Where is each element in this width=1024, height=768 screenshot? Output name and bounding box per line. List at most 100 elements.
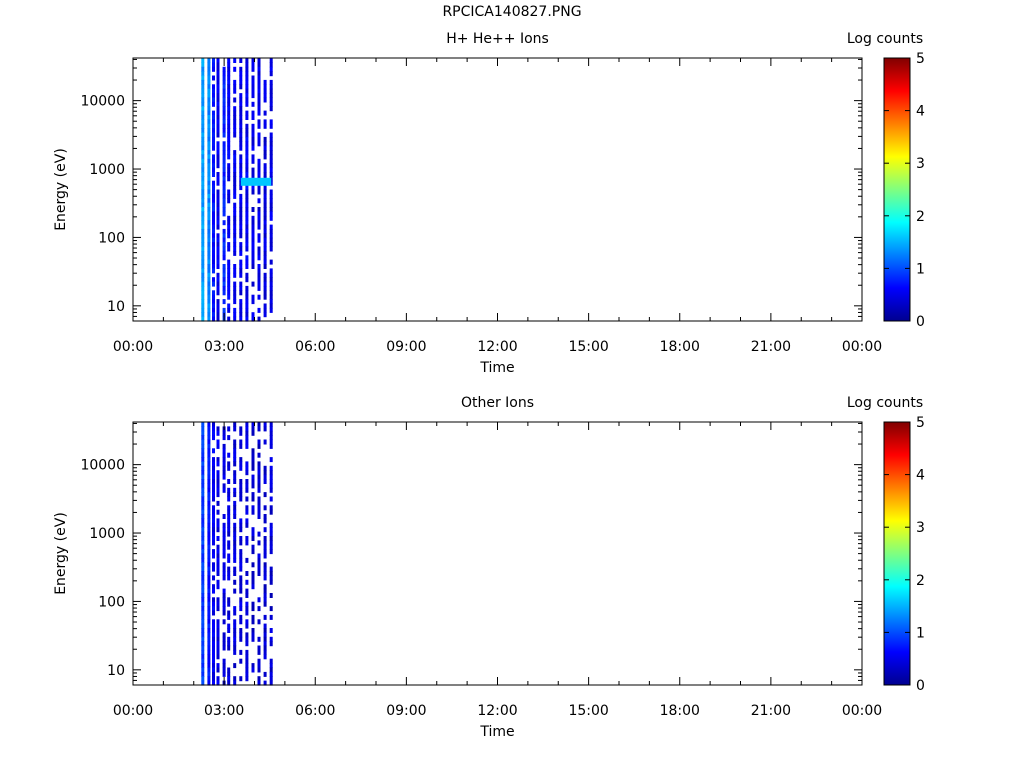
spectrogram-cell [207, 259, 211, 265]
spectrogram-cell [269, 163, 273, 169]
spectrogram-cell [239, 128, 243, 134]
spectrogram-cell [263, 614, 267, 620]
spectrogram-cell [251, 571, 255, 576]
spectrogram-cell [222, 84, 226, 90]
spectrogram-cell [207, 514, 211, 519]
spectrogram-cell [207, 79, 211, 85]
spectrogram-feature-band [240, 177, 272, 186]
spectrogram-cell [216, 237, 220, 243]
spectrogram-cell [263, 242, 267, 248]
spectrogram-cell [201, 198, 205, 204]
x-tick-label: 00:00 [113, 339, 153, 355]
spectrogram-cell [201, 84, 205, 90]
spectrogram-data [201, 422, 273, 686]
spectrogram-cell [216, 285, 220, 291]
spectrogram-cell [216, 193, 220, 199]
spectrogram-cell [245, 536, 249, 541]
spectrogram-cell [245, 224, 249, 230]
spectrogram-cell [269, 549, 273, 555]
spectrogram-cell [212, 663, 215, 669]
spectrogram-cell [233, 553, 237, 559]
spectrogram-cell [207, 566, 211, 572]
spectrogram-cell [201, 141, 205, 147]
spectrogram-cell [239, 584, 243, 590]
spectrogram-cell [245, 294, 249, 300]
spectrogram-cell [263, 110, 267, 116]
spectrogram-cell [245, 66, 249, 72]
spectrogram-cell [251, 62, 255, 68]
spectrogram-cell [269, 606, 273, 612]
spectrogram-cell [207, 452, 211, 458]
spectrogram-cell [233, 272, 237, 278]
spectrogram-cell [245, 312, 249, 318]
spectrogram-cell [207, 426, 211, 432]
spectrogram-cell [207, 141, 211, 147]
spectrogram-cell [269, 680, 273, 686]
spectrogram-cell [212, 119, 215, 125]
spectrogram-cell [216, 220, 220, 226]
spectrogram-cell [207, 496, 211, 502]
spectrogram-cell [222, 75, 226, 81]
spectrogram-cell [263, 636, 267, 642]
spectrogram-cell [245, 649, 249, 655]
spectrogram-cell [201, 66, 205, 72]
spectrogram-cell [257, 250, 261, 256]
spectrogram-cell [251, 527, 255, 533]
spectrogram-cell [233, 246, 237, 252]
spectrogram-cell [227, 259, 231, 265]
spectrogram-cell [201, 492, 205, 498]
spectrogram-cell [227, 571, 231, 576]
spectrogram-cell [245, 220, 249, 226]
spectrogram-cell [207, 264, 211, 269]
spectrogram-cell [201, 189, 205, 195]
spectrogram-cell [201, 531, 205, 537]
spectrogram-cell [207, 479, 211, 484]
spectrogram-cell [207, 281, 211, 287]
spectrogram-cell [263, 163, 267, 169]
spectrogram-cell [212, 233, 215, 239]
y-tick-label: 1000 [89, 162, 125, 178]
spectrogram-cell [207, 422, 211, 427]
spectrogram-cell [251, 457, 255, 463]
spectrogram-cell [233, 457, 237, 463]
spectrogram-cell [251, 562, 255, 568]
spectrogram-cell [222, 667, 226, 673]
spectrogram-cell [212, 649, 215, 655]
spectrogram-cell [263, 84, 267, 90]
spectrogram-cell [269, 426, 273, 432]
spectrogram-cell [251, 531, 255, 537]
spectrogram-cell [263, 277, 267, 283]
spectrogram-cell [227, 84, 231, 90]
spectrogram-cell [269, 106, 273, 112]
spectrogram-cell [201, 540, 205, 546]
spectrogram-cell [212, 180, 215, 186]
spectrogram-cell [233, 487, 237, 493]
spectrogram-cell [212, 268, 215, 274]
spectrogram-cell [207, 544, 211, 550]
spectrogram-panel-h-he-ions: 00:00 03:00 06:00 09:00 12:00 15:00 18:00 21:00… [53, 31, 925, 376]
spectrogram-cell [216, 84, 220, 90]
spectrogram-cell [227, 281, 231, 287]
spectrogram-cell [207, 557, 211, 563]
spectrogram-cell [207, 145, 211, 151]
spectrogram-cell [216, 106, 220, 112]
spectrogram-cell [269, 465, 273, 471]
spectrogram-cell [269, 663, 273, 669]
spectrogram-cell [239, 307, 243, 313]
spectrogram-cell [216, 680, 220, 686]
spectrogram-cell [257, 667, 261, 673]
spectrogram-cell [263, 220, 267, 226]
spectrogram-cell [216, 123, 220, 129]
spectrogram-cell [216, 75, 220, 81]
spectrogram-cell [222, 527, 226, 533]
spectrogram-cell [245, 610, 249, 616]
spectrogram-cell [251, 461, 255, 467]
colorbar-gradient [883, 57, 911, 322]
spectrogram-cell [212, 426, 215, 432]
spectrogram-cell [245, 228, 249, 234]
spectrogram-cell [251, 584, 255, 590]
spectrogram-cell [251, 145, 255, 151]
spectrogram-cell [212, 110, 215, 116]
spectrogram-cell [216, 597, 220, 603]
